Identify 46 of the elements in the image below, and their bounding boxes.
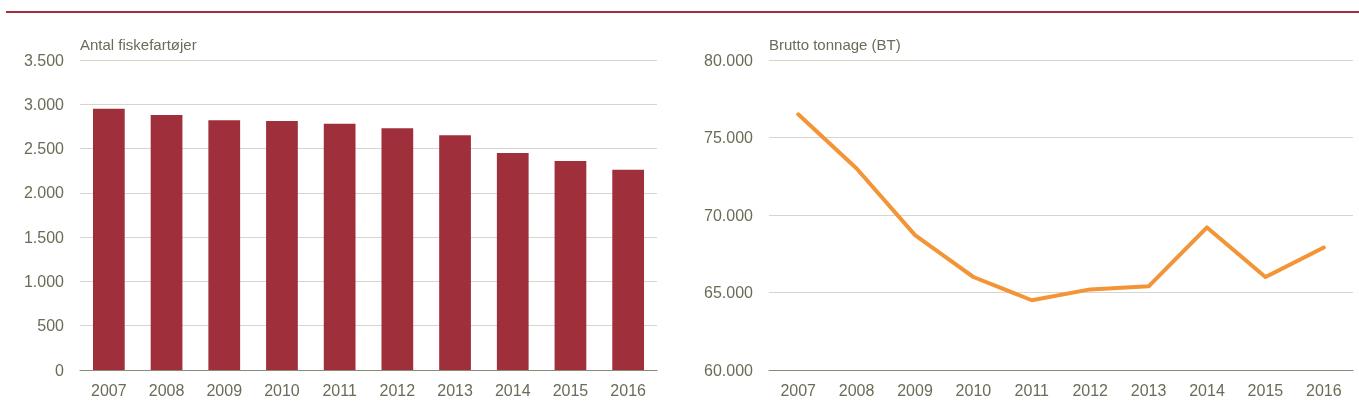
x-tick-label: 2007 — [780, 381, 817, 399]
bar — [496, 153, 529, 370]
y-tick-label: 65.000 — [704, 284, 754, 301]
x-tick-label: 2014 — [494, 381, 531, 399]
y-tick-label: 75.000 — [704, 129, 754, 146]
y-tick-label: 0 — [55, 361, 65, 379]
x-tick-label: 2010 — [264, 381, 300, 399]
bar — [92, 108, 125, 370]
bar — [612, 169, 645, 370]
y-tick-label: 3.500 — [23, 51, 65, 69]
y-tick-label: 2.500 — [23, 140, 65, 158]
y-axis-title: Antal fiskefartøjer — [80, 36, 197, 53]
x-tick-label: 2013 — [437, 381, 473, 399]
x-tick-label: 2007 — [91, 381, 127, 399]
x-tick-label: 2010 — [955, 381, 992, 399]
x-tick-label: 2009 — [897, 381, 933, 399]
y-tick-label: 60.000 — [704, 361, 754, 379]
bar — [439, 135, 471, 370]
x-tick-label: 2009 — [206, 381, 243, 399]
bar — [381, 128, 414, 370]
y-tick-label: 1.000 — [23, 272, 65, 290]
y-tick-label: 3.000 — [23, 95, 65, 113]
y-tick-label: 500 — [37, 317, 65, 335]
bar — [266, 121, 298, 370]
bar — [323, 123, 356, 370]
x-tick-label: 2016 — [610, 381, 647, 399]
x-tick-label: 2013 — [1130, 381, 1167, 399]
bar — [150, 114, 183, 370]
x-tick-label: 2016 — [1306, 381, 1342, 399]
y-tick-label: 1.500 — [23, 228, 65, 246]
y-tick-label: 2.000 — [23, 184, 65, 202]
x-tick-label: 2008 — [838, 381, 875, 399]
x-tick-label: 2011 — [322, 381, 357, 399]
x-tick-label: 2015 — [552, 381, 589, 399]
y-tick-label: 80.000 — [704, 51, 754, 69]
x-tick-label: 2012 — [379, 381, 416, 399]
bar — [554, 160, 587, 370]
x-tick-label: 2012 — [1072, 381, 1109, 399]
x-tick-label: 2015 — [1247, 381, 1284, 399]
line-series — [796, 112, 1326, 303]
bar — [208, 120, 241, 370]
x-tick-label: 2011 — [1014, 381, 1050, 399]
x-tick-label: 2014 — [1189, 381, 1225, 399]
y-tick-label: 70.000 — [704, 206, 754, 224]
y-axis-title: Brutto tonnage (BT) — [769, 36, 901, 53]
x-tick-label: 2008 — [148, 381, 185, 399]
